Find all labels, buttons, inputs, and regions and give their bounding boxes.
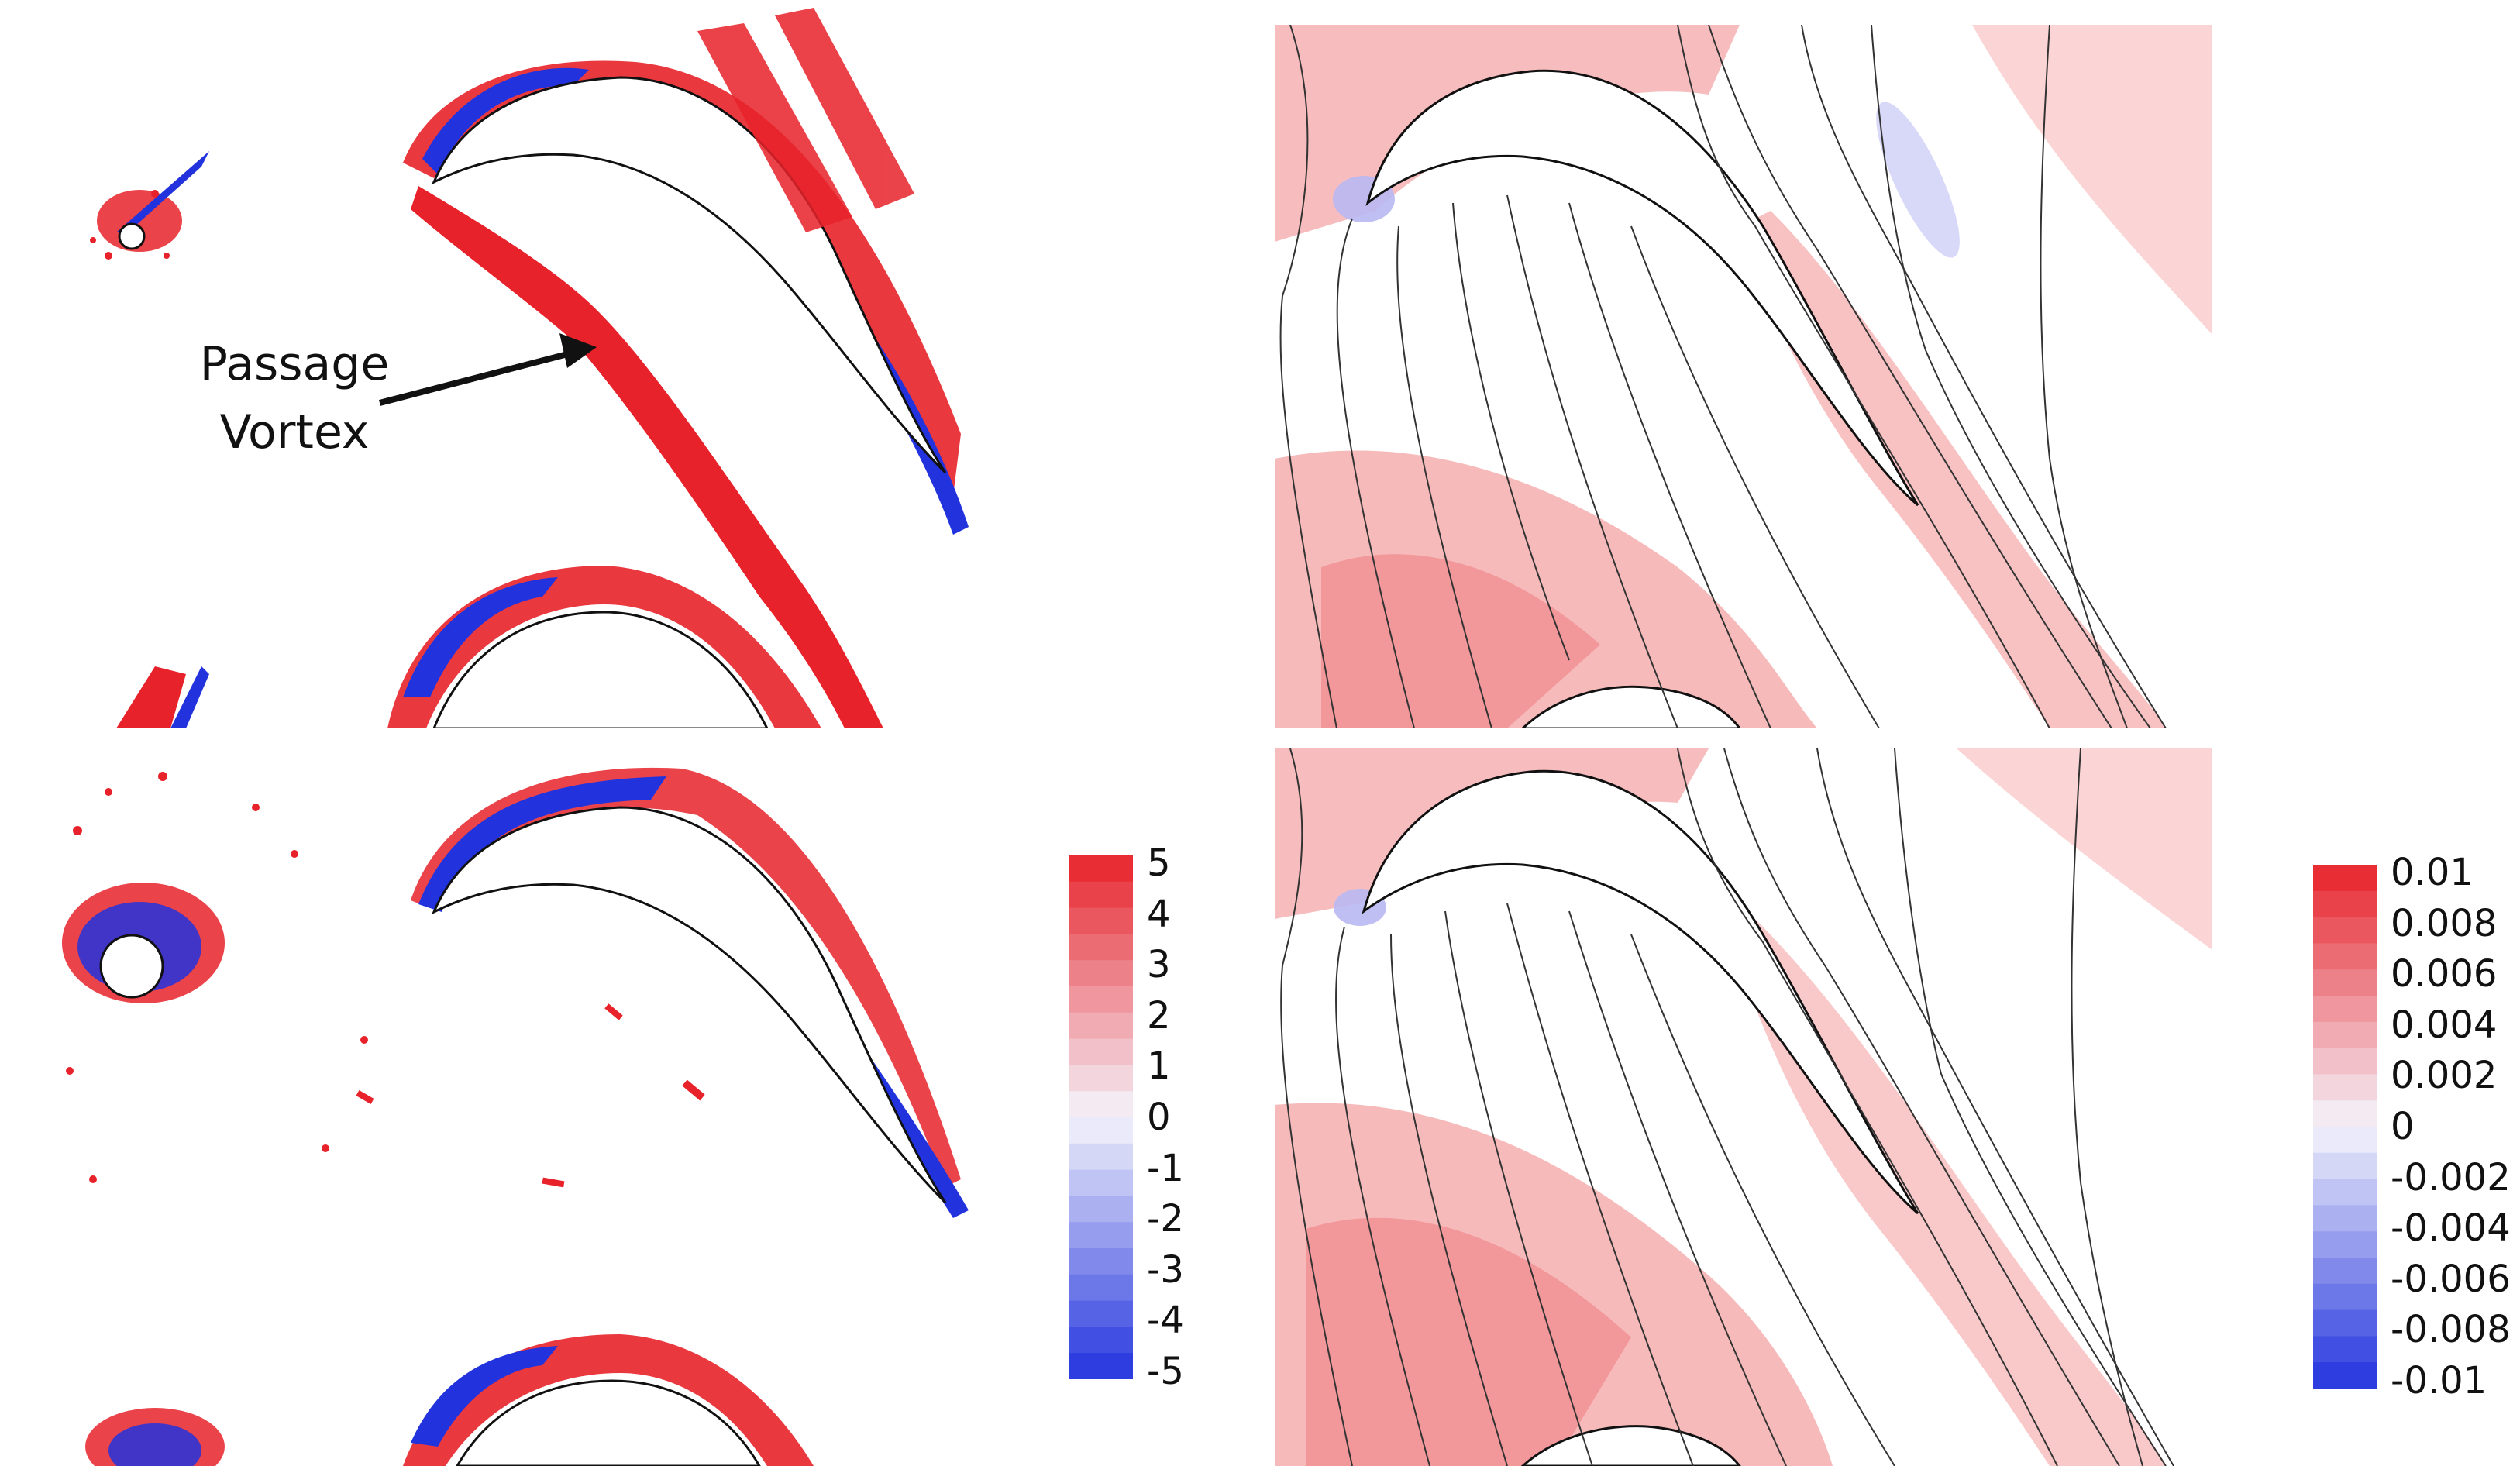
colorbar-left-tick-label: -4: [1147, 1299, 1184, 1343]
vortex-isosurface-bottom-panel: [0, 745, 973, 1466]
colorbar-left-tick-label: -2: [1147, 1197, 1184, 1241]
colorbar-left-swatch: [1069, 1274, 1133, 1302]
contour-streamline-top-panel: [1275, 25, 2212, 728]
contour-region-wake: [1740, 211, 2166, 728]
colorbar-right-swatch: [2313, 1258, 2377, 1285]
vortex-isosurface-bottom-figure: [62, 767, 969, 1466]
colorbar-right-swatch: [2313, 1231, 2377, 1258]
vortex-isosurface-top-figure: [90, 8, 969, 728]
blade-outline-top: [432, 76, 947, 474]
colorbar-left-tick-label: 3: [1147, 943, 1171, 987]
colorbar-left-swatch: [1069, 934, 1133, 961]
colorbar-right-swatch: [2313, 917, 2377, 944]
colorbar-left-swatch: [1069, 1012, 1133, 1040]
colorbar-left-swatch: [1069, 1222, 1133, 1249]
blade-outline-contour-bottom: [1362, 769, 1919, 1215]
colorbar-right-swatch: [2313, 1179, 2377, 1206]
colorbar-left-tick-label: -1: [1147, 1146, 1184, 1190]
annotation-label-line2: Vortex: [219, 405, 370, 459]
colorbar-right-swatch: [2313, 1100, 2377, 1127]
colorbar-right-swatch: [2313, 1362, 2377, 1389]
colorbar-left-swatch: [1069, 907, 1133, 934]
colorbar-left-tick-label: -3: [1147, 1247, 1184, 1292]
colorbar-left-swatch: [1069, 1169, 1133, 1196]
scattered-vortex-fragments: [356, 1003, 705, 1188]
contour-region-negative-passage: [1876, 102, 1960, 258]
annotation-arrowhead: [559, 333, 597, 368]
colorbar-right-swatch: [2313, 1127, 2377, 1154]
colorbar-right-tick-label: 0: [2391, 1105, 2415, 1148]
colorbar-right-tick-label: 0.01: [2391, 851, 2474, 894]
colorbar-left-tick-label: 1: [1147, 1044, 1171, 1089]
passage-vortex-tube: [411, 186, 883, 728]
colorbar-right-swatch: [2313, 1074, 2377, 1101]
vortex-isosurface-top-panel: Passage Vortex: [0, 0, 973, 728]
colorbar-right-swatch: [2313, 1205, 2377, 1232]
colorbar-right-tick-label: -0.002: [2391, 1155, 2511, 1199]
colorbar-left-swatch: [1069, 881, 1133, 909]
contour-streamline-bottom-figure: [1275, 748, 2212, 1466]
colorbar-left-swatch: [1069, 1038, 1133, 1065]
colorbar-right: 0.01 0.008 0.006 0.004 0.002 0 -0.002 -0.004 -0.…: [2313, 851, 2520, 1402]
colorbar-left-swatch: [1069, 855, 1133, 883]
contour-streamline-top-figure: [1275, 25, 2212, 728]
colorbar-right-tick-label: 0.008: [2391, 901, 2498, 945]
colorbar-right-swatch: [2313, 1021, 2377, 1049]
colorbar-left-swatch: [1069, 1327, 1133, 1354]
blade-suction-side-structures-top: [403, 60, 961, 497]
contour-region-wake-b: [1732, 919, 2166, 1466]
colorbar-right-swatch: [2313, 969, 2377, 996]
blade-suction-side-structures-bottom: [411, 767, 961, 1187]
colorbar-left-tick-label: 5: [1147, 841, 1171, 885]
blade-outline-bottom: [432, 806, 947, 1204]
cylinder-wake-top: [90, 151, 209, 260]
colorbar-left-swatch: [1069, 986, 1133, 1013]
streamlines-bottom: [1280, 748, 2174, 1466]
colorbar-right-swatch: [2313, 1336, 2377, 1363]
colorbar-right-swatch: [2313, 1048, 2377, 1075]
colorbar-right-swatch: [2313, 1309, 2377, 1337]
colorbar-left-swatch: [1069, 1065, 1133, 1092]
colorbar-right-tick-label: 0.006: [2391, 952, 2498, 996]
colorbar-left-swatch: [1069, 1300, 1133, 1327]
colorbar-left-swatch: [1069, 1353, 1133, 1379]
colorbar-right-tick-label: -0.006: [2391, 1257, 2511, 1301]
colorbar-right-swatch: [2313, 1152, 2377, 1180]
cylinder-wake-bottom-lower: [85, 1408, 225, 1466]
colorbar-left: 5 4 3 2 1 0 -1 -2 -3 -4 -5: [1069, 841, 1224, 1393]
colorbar-left-strip: [1069, 855, 1133, 1379]
colorbar-right-swatch: [2313, 1283, 2377, 1311]
contour-streamline-bottom-panel: [1275, 748, 2212, 1466]
colorbar-left-tick-label: 2: [1147, 993, 1171, 1038]
colorbar-left-swatch: [1069, 960, 1133, 987]
colorbar-left-swatch: [1069, 1091, 1133, 1118]
annotation-arrow: [378, 349, 575, 406]
streamlines-top: [1279, 25, 2167, 728]
colorbar-left-tick-label: 0: [1147, 1096, 1171, 1139]
colorbar-left-tick-label: 4: [1147, 892, 1171, 936]
colorbar-left-swatch: [1069, 1248, 1133, 1275]
colorbar-right-strip: [2313, 865, 2377, 1389]
colorbar-right-swatch: [2313, 865, 2377, 892]
colorbar-right-swatch: [2313, 890, 2377, 918]
colorbar-right-swatch: [2313, 943, 2377, 970]
colorbar-right-tick-label: -0.01: [2391, 1359, 2487, 1402]
wake-streaks-top: [697, 8, 914, 232]
colorbar-right-tick-label: -0.004: [2391, 1206, 2511, 1251]
colorbar-right-tick-label: 0.004: [2391, 1003, 2498, 1047]
colorbar-left-swatch: [1069, 1117, 1133, 1144]
blade-outline-contour-top: [1365, 69, 1919, 507]
annotation-label-line1: Passage: [199, 337, 390, 391]
colorbar-right-tick-label: -0.008: [2391, 1308, 2511, 1352]
colorbar-right-swatch: [2313, 996, 2377, 1023]
contour-region-upper-right-b: [1957, 748, 2212, 950]
contour-region-upper-right: [1972, 25, 2212, 335]
cylinder-wake-bottom: [62, 772, 368, 1183]
colorbar-right-tick-label: 0.002: [2391, 1054, 2498, 1098]
colorbar-left-swatch: [1069, 1196, 1133, 1223]
colorbar-left-swatch: [1069, 1143, 1133, 1171]
colorbar-left-tick-label: -5: [1147, 1350, 1184, 1393]
